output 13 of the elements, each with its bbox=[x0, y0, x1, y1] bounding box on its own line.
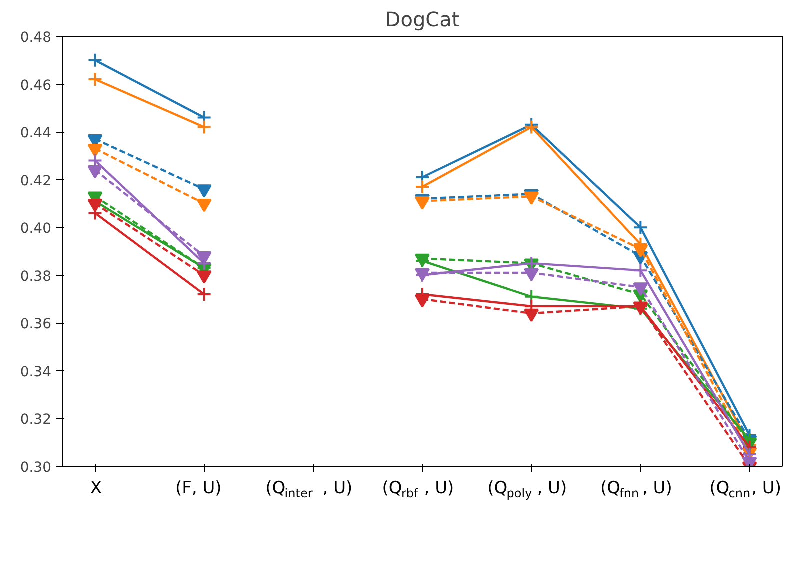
y-tick-label: 0.48 bbox=[20, 30, 52, 46]
y-tick-label: 0.44 bbox=[20, 126, 52, 142]
y-tick-label: 0.42 bbox=[20, 173, 52, 190]
y-tick-label: 0.46 bbox=[20, 78, 52, 94]
y-tick-label: 0.32 bbox=[20, 412, 52, 428]
x-tick-label: X bbox=[90, 478, 102, 499]
y-tick-label: 0.34 bbox=[20, 364, 52, 380]
y-tick-label: 0.40 bbox=[20, 221, 52, 238]
y-tick-label: 0.30 bbox=[20, 460, 52, 476]
y-tick-label: 0.36 bbox=[20, 316, 52, 333]
y-tick-label: 0.38 bbox=[20, 268, 52, 285]
chart-title: DogCat bbox=[385, 8, 460, 32]
x-tick-label: (F, U) bbox=[176, 478, 222, 499]
